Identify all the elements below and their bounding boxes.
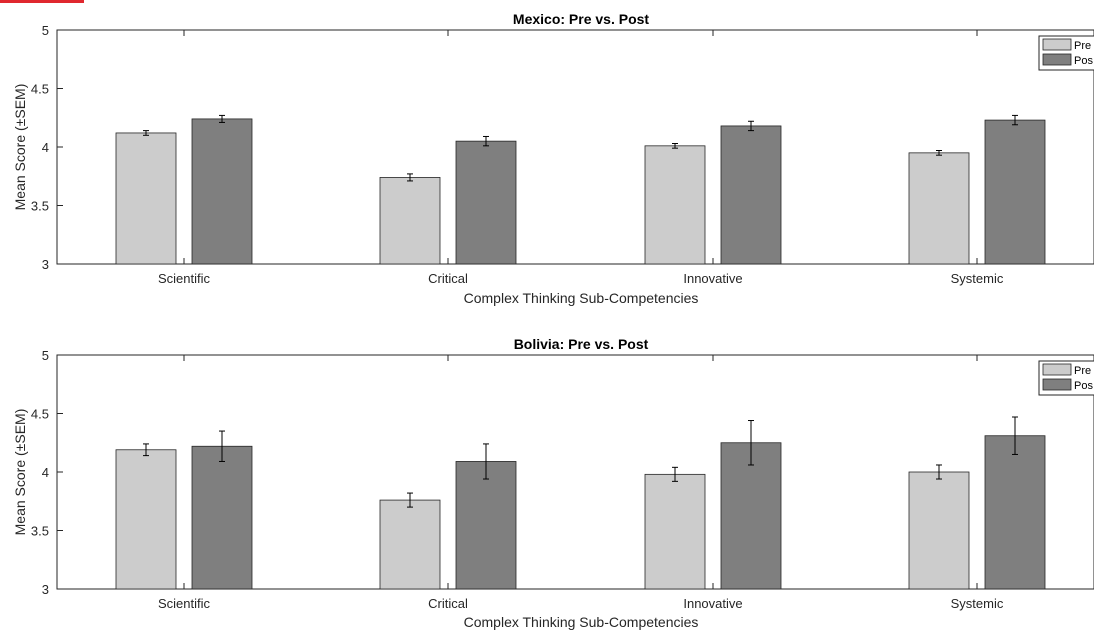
- y-tick-label: 3: [42, 582, 49, 597]
- bar-pre: [115, 449, 177, 590]
- bar-pre: [644, 145, 706, 265]
- chart-title: Bolivia: Pre vs. Post: [514, 336, 649, 352]
- y-tick-label: 5: [42, 23, 49, 38]
- bar-post: [720, 125, 782, 265]
- bar-post: [191, 445, 253, 590]
- bar-post: [984, 119, 1046, 265]
- legend-swatch: [1042, 53, 1072, 66]
- y-axis-label: Mean Score (±SEM): [12, 84, 28, 211]
- legend-label: Pre: [1074, 40, 1091, 52]
- x-tick-label: Innovative: [683, 596, 742, 611]
- legend-swatch: [1042, 38, 1072, 51]
- legend-swatch: [1042, 363, 1072, 376]
- y-tick-label: 4.5: [31, 82, 49, 97]
- legend-label: Pos: [1074, 55, 1093, 67]
- chart-title: Mexico: Pre vs. Post: [513, 11, 650, 27]
- x-tick-label: Innovative: [683, 271, 742, 286]
- x-axis-label: Complex Thinking Sub-Competencies: [464, 614, 699, 630]
- y-tick-label: 3: [42, 257, 49, 272]
- legend: Pre Pos: [1038, 35, 1094, 71]
- x-axis-label: Complex Thinking Sub-Competencies: [464, 290, 699, 306]
- x-tick-label: Scientific: [158, 271, 211, 286]
- x-tick-label: Critical: [428, 596, 468, 611]
- x-tick-label: Systemic: [951, 271, 1004, 286]
- y-axis-label: Mean Score (±SEM): [12, 409, 28, 536]
- bar-pre: [379, 177, 441, 265]
- bar-pre: [908, 152, 970, 265]
- y-tick-label: 5: [42, 348, 49, 363]
- chart-panel-2: 3 3.5 4 4.5 5 Scientific Critical Innovative Sys…: [12, 336, 1094, 630]
- top-accent-bar: [0, 0, 84, 3]
- x-tick-label: Critical: [428, 271, 468, 286]
- x-tick-label: Scientific: [158, 596, 211, 611]
- y-tick-label: 3.5: [31, 199, 49, 214]
- bar-post: [455, 140, 517, 265]
- bar-pre: [644, 473, 706, 590]
- chart-panel-1: 3 3.5 4 4.5 5 Scientific Critical Innovative Sys…: [12, 11, 1094, 306]
- bar-pre: [115, 132, 177, 265]
- bar-pre: [379, 499, 441, 590]
- legend-swatch: [1042, 378, 1072, 391]
- legend-label: Pre: [1074, 365, 1091, 377]
- legend: Pre Pos: [1038, 360, 1094, 396]
- x-tick-label: Systemic: [951, 596, 1004, 611]
- bar-pre: [908, 471, 970, 590]
- bar-post: [191, 118, 253, 265]
- bar-post: [984, 435, 1046, 590]
- y-tick-label: 4: [42, 140, 49, 155]
- legend-label: Pos: [1074, 380, 1093, 392]
- bar-post: [455, 461, 517, 590]
- y-tick-label: 4: [42, 465, 49, 480]
- y-tick-label: 4.5: [31, 407, 49, 422]
- bar-post: [720, 442, 782, 590]
- y-tick-label: 3.5: [31, 524, 49, 539]
